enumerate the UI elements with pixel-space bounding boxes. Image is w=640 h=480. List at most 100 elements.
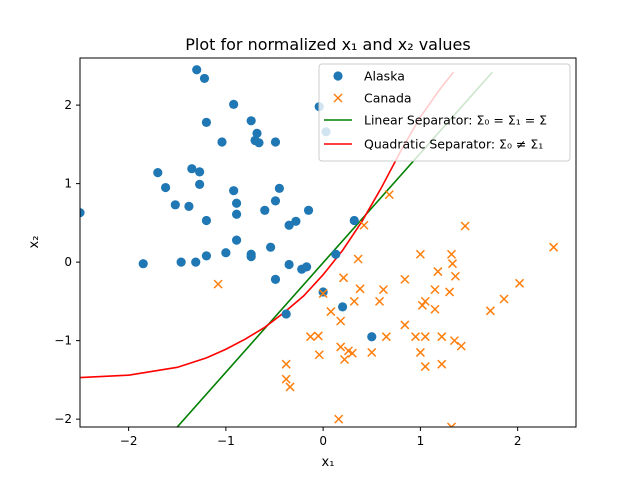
alaska-point (201, 215, 212, 226)
canada-point (326, 307, 336, 317)
legend-item: Linear Separator: Σ₀ = Σ₁ = Σ (324, 113, 547, 128)
y-axis: −2 −1 0 1 2 (54, 98, 80, 426)
alaska-point (260, 205, 270, 215)
alaska-point (337, 302, 348, 312)
alaska-point (349, 215, 359, 226)
canada-point (420, 296, 430, 306)
legend-marker (333, 93, 343, 103)
legend-box (318, 63, 571, 162)
canada-point (515, 278, 525, 288)
x-tick-label: 2 (514, 434, 522, 448)
canada-point (375, 296, 385, 306)
y-tick-label: −1 (54, 334, 72, 348)
x-tick-label: −1 (217, 434, 235, 448)
x-tick-label: 0 (319, 434, 327, 448)
y-axis-label: x₂ (27, 236, 42, 249)
canada-point (213, 279, 223, 289)
alaska-point (192, 65, 202, 75)
alaska-point (266, 242, 276, 252)
canada-point (355, 284, 365, 294)
alaska-point (229, 186, 239, 196)
alaska-point (270, 196, 281, 206)
canada-point (449, 336, 459, 346)
y-tick-label: 2 (64, 98, 72, 112)
alaska-point (291, 216, 301, 226)
canada-point (400, 274, 410, 284)
canada-point (437, 359, 447, 369)
canada-point (433, 267, 443, 277)
canada-point (339, 273, 349, 283)
x-axis-label: x₁ (322, 455, 335, 470)
alaska-point (367, 332, 377, 342)
x-axis: −2 −1 0 1 2 (120, 427, 522, 448)
y-tick-label: 0 (64, 255, 72, 269)
canada-point (367, 347, 377, 357)
canada-point (456, 341, 466, 351)
alaska-point (254, 138, 264, 148)
alaska-point (221, 248, 231, 258)
alaska-point (80, 208, 85, 218)
alaska-point (176, 257, 186, 267)
alaska-point (231, 209, 242, 219)
canada-point (415, 249, 425, 259)
canada-point (384, 190, 394, 200)
alaska-point (303, 205, 314, 215)
plot-frame (79, 57, 577, 428)
canada-point (381, 332, 391, 342)
alaska-point (331, 249, 341, 259)
canada-point (499, 294, 509, 304)
alaska-point (284, 220, 294, 230)
canada-point (347, 348, 357, 358)
alaska-point (231, 235, 242, 245)
x-tick-label: 1 (417, 434, 425, 448)
canada-point (349, 296, 359, 306)
legend-marker (333, 71, 343, 81)
alaska-point (246, 252, 256, 262)
canada-point (437, 332, 447, 342)
alaska-point (195, 167, 205, 177)
legend-label: Alaska (364, 69, 405, 84)
canada-point (460, 221, 470, 231)
canada-point (314, 350, 324, 360)
canada-point (353, 254, 363, 264)
canada-point (313, 331, 323, 341)
alaska-point (270, 137, 281, 147)
canada-point (415, 347, 425, 357)
canada-point (378, 285, 388, 295)
canada-point (336, 316, 346, 326)
alaska-point (217, 137, 227, 147)
alaska-point (153, 168, 163, 178)
canada-point (359, 220, 369, 230)
alaska-point (184, 201, 194, 211)
alaska-point (201, 251, 212, 261)
canada-point (285, 382, 295, 392)
y-tick-label: −2 (54, 412, 72, 426)
alaska-point (229, 99, 239, 109)
canada-point (420, 332, 430, 342)
y-tick-label: 1 (64, 177, 72, 191)
canada-point (336, 342, 346, 352)
canada-point (400, 320, 410, 330)
canada-point (447, 259, 458, 269)
legend-item: Quadratic Separator: Σ₀ ≠ Σ₁ (324, 137, 543, 152)
canada-point (410, 332, 421, 342)
legend-label: Canada (364, 91, 412, 106)
alaska-point (138, 259, 148, 269)
canada-point (305, 332, 316, 342)
alaska-point (231, 198, 242, 208)
canada-point (281, 359, 291, 369)
alaska-point (199, 73, 210, 84)
alaska-point (246, 116, 256, 126)
alaska-point (191, 257, 201, 267)
alaska-point (302, 262, 312, 272)
canada-point (318, 289, 328, 299)
alaska-point (195, 179, 205, 190)
canada-point (430, 304, 440, 314)
alaska-point (201, 117, 212, 127)
alaska-point (252, 128, 262, 138)
legend-item: Alaska (333, 69, 405, 84)
canada-point (549, 242, 559, 252)
canada-point (430, 285, 440, 295)
legend-label: Linear Separator: Σ₀ = Σ₁ = Σ (364, 113, 547, 128)
